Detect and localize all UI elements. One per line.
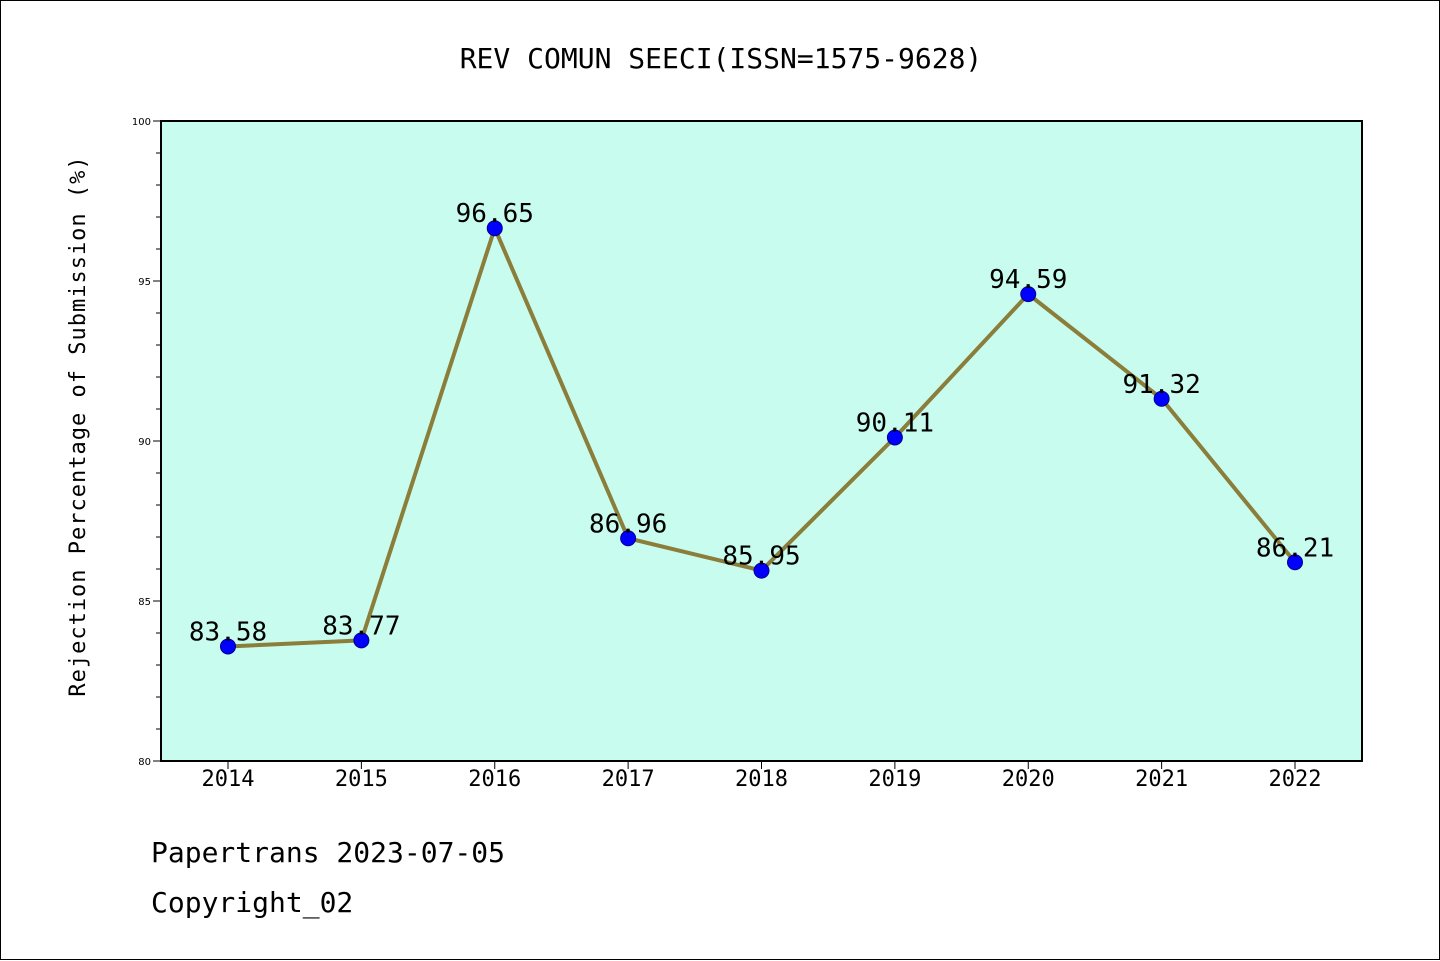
data-label: 94.59 <box>989 265 1067 295</box>
data-label: 83.58 <box>189 617 267 647</box>
plot-area <box>160 120 1363 762</box>
footer-copyright: Copyright_02 <box>151 886 354 919</box>
x-tick-label: 2015 <box>335 767 388 792</box>
data-point-marker <box>1153 390 1170 407</box>
data-point-marker <box>353 632 370 649</box>
x-tick-label: 2021 <box>1135 767 1188 792</box>
x-tick-label: 2020 <box>1002 767 1055 792</box>
x-tick-label: 2022 <box>1269 767 1322 792</box>
data-label: 91.32 <box>1122 370 1200 400</box>
series-group <box>220 220 1303 655</box>
y-tick-label: 80 <box>138 757 151 768</box>
x-tick-label: 2016 <box>468 767 521 792</box>
data-point-marker <box>753 562 770 579</box>
y-axis-label: Rejection Percentage of Submission (%) <box>66 155 91 696</box>
y-axis-ticks: 80 85 90 95 100 <box>132 117 161 768</box>
x-tick-label: 2014 <box>202 767 255 792</box>
chart-title: REV COMUN SEECI(ISSN=1575-9628) <box>460 42 983 75</box>
data-label: 85.95 <box>722 542 800 572</box>
data-point-marker <box>620 530 637 547</box>
data-point-marker <box>1020 286 1037 303</box>
footer-date: Papertrans 2023-07-05 <box>151 836 506 869</box>
y-tick-label: 95 <box>138 277 151 288</box>
data-label: 86.21 <box>1256 533 1334 563</box>
y-tick-label: 85 <box>138 597 151 608</box>
x-tick-label: 2019 <box>868 767 921 792</box>
y-tick-label: 90 <box>138 437 151 448</box>
data-point-marker <box>220 638 236 655</box>
data-label: 96.65 <box>456 199 534 229</box>
x-tick-label: 2018 <box>735 767 788 792</box>
x-tick-label: 2017 <box>602 767 655 792</box>
data-point-marker <box>486 220 503 237</box>
data-label: 83.77 <box>322 611 400 641</box>
data-label: 90.11 <box>856 408 934 438</box>
data-point-marker <box>1287 554 1303 571</box>
data-point-marker <box>886 429 903 446</box>
y-tick-label: 100 <box>132 117 151 128</box>
data-label: 86.96 <box>589 509 667 539</box>
data-labels: 83.58 83.77 96.65 86.96 85.95 90.11 94.59 91.32… <box>189 199 1334 647</box>
x-axis-ticks: 2014 2015 2016 2017 2018 2019 2020 2021 2022 <box>202 761 1322 792</box>
